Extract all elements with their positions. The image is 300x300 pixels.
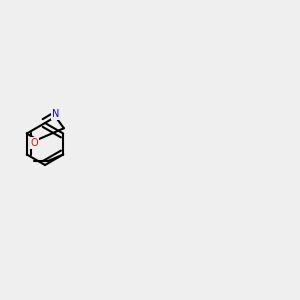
Text: N: N — [52, 109, 59, 119]
Text: O: O — [31, 138, 38, 148]
